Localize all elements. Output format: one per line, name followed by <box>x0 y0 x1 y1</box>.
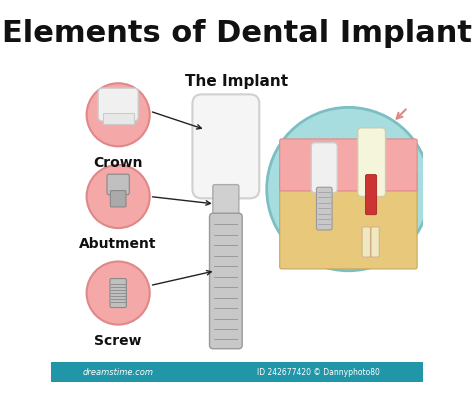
Bar <box>102 113 134 124</box>
FancyBboxPatch shape <box>317 187 332 230</box>
Circle shape <box>87 83 150 146</box>
Text: The Implant: The Implant <box>185 74 289 89</box>
FancyBboxPatch shape <box>362 227 370 257</box>
Text: Screw: Screw <box>94 334 142 348</box>
FancyBboxPatch shape <box>210 213 242 349</box>
FancyBboxPatch shape <box>311 143 337 193</box>
Bar <box>51 362 423 382</box>
FancyBboxPatch shape <box>213 185 239 219</box>
FancyBboxPatch shape <box>358 128 385 196</box>
FancyBboxPatch shape <box>107 174 129 195</box>
Circle shape <box>267 107 430 271</box>
Circle shape <box>87 165 150 228</box>
FancyBboxPatch shape <box>365 174 377 215</box>
FancyBboxPatch shape <box>98 88 138 121</box>
Text: Abutment: Abutment <box>80 237 157 252</box>
FancyBboxPatch shape <box>371 227 379 257</box>
FancyBboxPatch shape <box>280 139 417 191</box>
Text: ID 242677420 © Dannyphoto80: ID 242677420 © Dannyphoto80 <box>257 367 380 376</box>
FancyBboxPatch shape <box>280 173 417 269</box>
FancyBboxPatch shape <box>110 279 127 308</box>
FancyBboxPatch shape <box>192 94 259 198</box>
Circle shape <box>87 261 150 325</box>
FancyBboxPatch shape <box>110 191 126 207</box>
Text: Crown: Crown <box>93 156 143 170</box>
Text: Elements of Dental Implant: Elements of Dental Implant <box>2 18 472 48</box>
Text: dreamstime.com: dreamstime.com <box>82 367 154 376</box>
